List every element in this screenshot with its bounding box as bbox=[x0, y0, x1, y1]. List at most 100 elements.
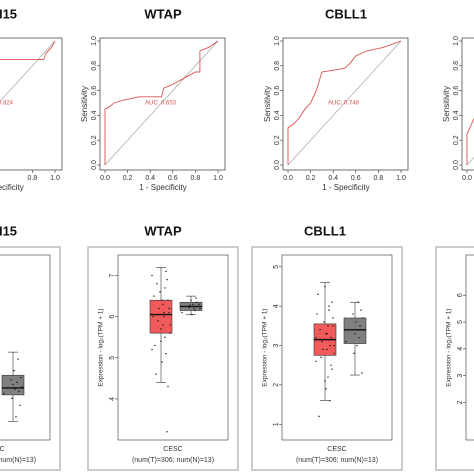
data-point bbox=[166, 431, 168, 433]
data-point bbox=[357, 301, 359, 303]
data-point bbox=[198, 303, 200, 306]
y-tick-label: 1.0 bbox=[91, 36, 98, 46]
x-axis-label: 1 - Specificity bbox=[322, 183, 370, 192]
data-point bbox=[325, 333, 327, 335]
y-tick-label: 0.0 bbox=[453, 160, 460, 170]
panel-title: CBLL1 bbox=[304, 223, 346, 238]
data-point bbox=[164, 336, 166, 338]
data-point bbox=[14, 388, 16, 390]
x-tick-label: 0.2 bbox=[306, 175, 316, 182]
reference-diagonal bbox=[0, 40, 56, 102]
data-point bbox=[332, 317, 334, 319]
data-point bbox=[197, 305, 199, 308]
panel-frame bbox=[0, 246, 61, 471]
data-point bbox=[181, 311, 183, 314]
y-tick-label: 1.0 bbox=[453, 36, 460, 46]
data-point bbox=[318, 415, 320, 418]
x-axis-label: CESC bbox=[0, 446, 5, 453]
x-tick-label: 0.2 bbox=[123, 175, 133, 182]
data-point bbox=[358, 336, 360, 339]
data-point bbox=[10, 379, 12, 381]
data-point bbox=[17, 358, 19, 360]
data-point bbox=[324, 380, 326, 382]
data-point bbox=[355, 321, 357, 323]
data-point bbox=[194, 309, 196, 312]
reference-diagonal bbox=[466, 156, 474, 166]
data-point bbox=[199, 307, 201, 310]
y-tick-label: 0.4 bbox=[91, 110, 98, 120]
y-tick-label: 0.8 bbox=[453, 61, 460, 71]
y-tick-label: 0.2 bbox=[274, 135, 281, 145]
data-point bbox=[360, 309, 362, 311]
data-point bbox=[168, 307, 170, 310]
x-tick-label: 0.8 bbox=[191, 175, 201, 182]
y-tick-label: 2 bbox=[457, 400, 464, 404]
data-point bbox=[156, 283, 158, 285]
sample-counts: (num(T)=306; num(N)=13) bbox=[132, 457, 214, 464]
y-tick-label: 1 bbox=[273, 422, 280, 426]
data-point bbox=[195, 297, 197, 299]
data-point bbox=[151, 274, 153, 277]
data-point bbox=[159, 291, 161, 293]
y-tick-label: 2 bbox=[273, 383, 280, 387]
data-point bbox=[167, 299, 169, 301]
data-point bbox=[359, 325, 361, 327]
panel-title: CBLL1 bbox=[325, 6, 367, 21]
y-tick-label: 0.2 bbox=[453, 135, 460, 145]
plot-frame bbox=[281, 254, 393, 441]
auc-annotation: AUC: 0.748 bbox=[328, 101, 360, 107]
data-point bbox=[167, 385, 169, 388]
y-axis-label: Expression - log₂(TPM + 1) bbox=[262, 308, 269, 386]
panel-frame bbox=[251, 246, 403, 471]
data-point bbox=[151, 348, 153, 351]
data-point bbox=[333, 352, 335, 355]
data-point bbox=[160, 340, 162, 343]
data-point bbox=[154, 344, 156, 347]
data-point bbox=[362, 317, 364, 319]
auc-annotation: AUC: 0.824 bbox=[0, 101, 14, 107]
plot-frame bbox=[99, 37, 226, 171]
x-tick-label: 0.0 bbox=[100, 175, 110, 182]
data-point bbox=[333, 344, 335, 347]
data-point bbox=[18, 390, 20, 393]
data-point bbox=[322, 348, 324, 351]
y-tick-label: 0.6 bbox=[453, 86, 460, 96]
plot-frame bbox=[461, 37, 474, 171]
data-point bbox=[192, 303, 194, 306]
data-point bbox=[152, 315, 154, 318]
data-point bbox=[21, 386, 23, 388]
y-tick-label: 5 bbox=[457, 320, 464, 324]
data-point bbox=[163, 315, 165, 318]
y-tick-label: 3 bbox=[457, 374, 464, 378]
y-tick-label: 0.6 bbox=[91, 86, 98, 96]
data-point bbox=[165, 352, 167, 355]
data-point bbox=[331, 368, 333, 370]
data-point bbox=[323, 321, 325, 323]
data-point bbox=[193, 307, 195, 310]
data-point bbox=[329, 344, 331, 347]
data-point bbox=[169, 324, 171, 326]
roc-curve bbox=[287, 40, 402, 165]
x-axis-label: 1 - Specificity bbox=[0, 183, 24, 192]
y-tick-label: 7 bbox=[109, 274, 116, 278]
y-tick-label: 0.4 bbox=[453, 110, 460, 120]
data-point bbox=[163, 311, 165, 314]
data-point bbox=[330, 364, 332, 366]
y-axis-label: Sensitivity bbox=[442, 86, 451, 122]
panel-title: WTAP bbox=[144, 223, 182, 238]
x-tick-label: 0.6 bbox=[351, 175, 361, 182]
data-point bbox=[20, 376, 22, 379]
data-point bbox=[328, 305, 330, 307]
data-point bbox=[169, 332, 171, 334]
data-point bbox=[153, 295, 155, 297]
data-point bbox=[324, 285, 326, 288]
roc-curve bbox=[0, 40, 56, 61]
data-point bbox=[15, 416, 17, 418]
x-axis-label: 1 - Specificity bbox=[139, 183, 187, 192]
y-axis-label: Sensitivity bbox=[80, 86, 89, 122]
data-point bbox=[16, 381, 18, 383]
y-tick-label: 4 bbox=[109, 397, 116, 401]
data-point bbox=[361, 372, 363, 374]
data-point bbox=[327, 376, 329, 378]
plot-frame bbox=[282, 37, 409, 171]
